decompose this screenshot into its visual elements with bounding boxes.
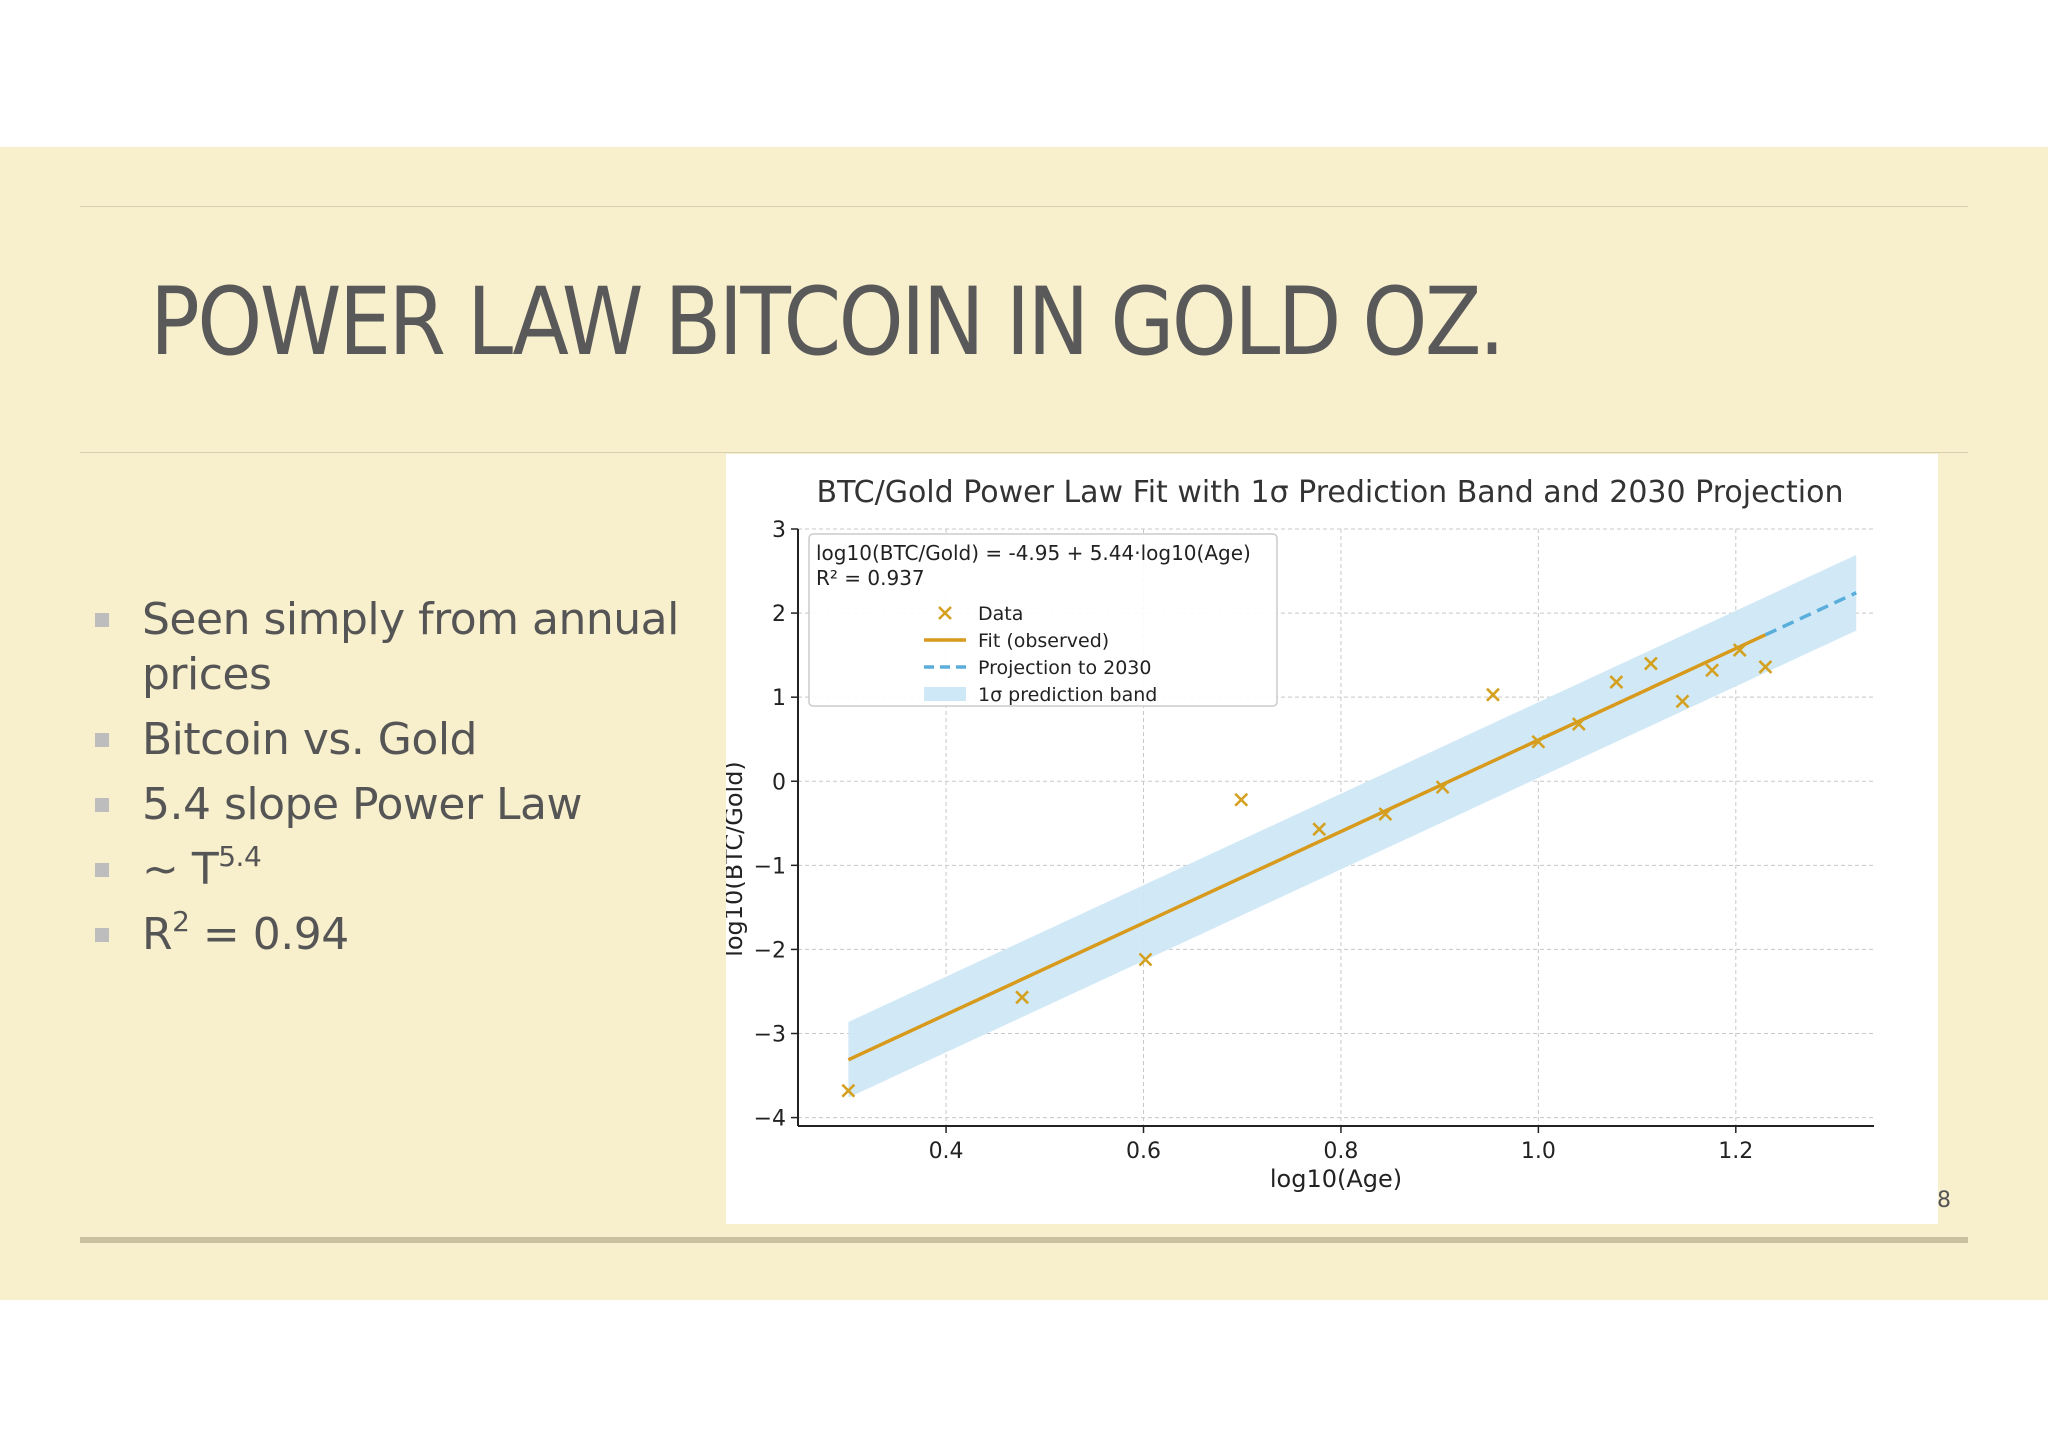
r-squared-annotation: R² = 0.937 bbox=[816, 566, 925, 590]
legend-band-swatch bbox=[924, 687, 966, 701]
chart-title: BTC/Gold Power Law Fit with 1σ Predictio… bbox=[817, 475, 1844, 510]
y-tick-label: −2 bbox=[754, 938, 786, 963]
data-point bbox=[1531, 734, 1546, 749]
data-point bbox=[1486, 687, 1500, 702]
data-point-stroke bbox=[1732, 643, 1747, 658]
legend-label-data: Data bbox=[978, 603, 1023, 625]
data-point-stroke bbox=[1378, 807, 1393, 821]
bullet-exponent: 5.4 bbox=[218, 840, 262, 873]
legend-data-marker bbox=[938, 606, 952, 620]
data-point-stroke bbox=[1675, 694, 1690, 709]
data-point bbox=[1138, 952, 1153, 967]
data-point-stroke bbox=[1571, 717, 1586, 731]
y-tick-label: 1 bbox=[772, 686, 786, 711]
data-points bbox=[841, 643, 1773, 1098]
data-point bbox=[1378, 807, 1393, 821]
bullet-square-icon bbox=[95, 798, 109, 812]
bullet-item: Seen simply from annual prices bbox=[92, 592, 692, 702]
bullet-item: ~ T5.4 bbox=[92, 842, 692, 897]
fit-equation-annotation: log10(BTC/Gold) = -4.95 + 5.44·log10(Age… bbox=[816, 541, 1251, 565]
data-point bbox=[1732, 643, 1747, 658]
data-point bbox=[1643, 656, 1658, 671]
tick-labels: 0.4 0.6 0.8 1.0 1.2 −4 −3 −2 −1 0 1 2 3 bbox=[754, 518, 1754, 1164]
data-point-stroke bbox=[1609, 675, 1624, 689]
power-law-chart: BTC/Gold Power Law Fit with 1σ Predictio… bbox=[720, 475, 1874, 1193]
data-point bbox=[1015, 990, 1030, 1005]
bullet-text: ~ T bbox=[142, 844, 219, 895]
bullet-square-icon bbox=[95, 863, 109, 877]
data-point bbox=[1435, 780, 1450, 795]
legend-label-band: 1σ prediction band bbox=[978, 684, 1157, 706]
y-tick-label: 0 bbox=[772, 770, 786, 795]
data-point bbox=[1758, 659, 1773, 674]
grid-lines bbox=[798, 528, 1874, 1126]
bullet-text: Seen simply from annual prices bbox=[142, 594, 679, 700]
x-tick-label: 1.2 bbox=[1718, 1139, 1753, 1164]
data-point bbox=[1675, 694, 1690, 709]
fit-lines bbox=[847, 591, 1857, 1062]
bullet-square-icon bbox=[95, 613, 109, 627]
bullet-text: 5.4 slope Power Law bbox=[142, 779, 583, 830]
data-point-stroke bbox=[1015, 990, 1030, 1005]
legend-frame bbox=[808, 533, 1278, 707]
data-point-stroke bbox=[1312, 822, 1327, 837]
y-tick-label: 3 bbox=[772, 518, 786, 543]
data-point bbox=[1609, 675, 1624, 689]
data-point-stroke bbox=[1705, 663, 1720, 678]
data-point-stroke bbox=[1758, 659, 1773, 674]
legend-label-fit: Fit (observed) bbox=[978, 630, 1109, 652]
data-point bbox=[1234, 792, 1249, 807]
chart-panel: BTC/Gold Power Law Fit with 1σ Predictio… bbox=[720, 454, 1938, 1224]
fit-line bbox=[847, 633, 1767, 1062]
data-point-stroke bbox=[1435, 780, 1450, 795]
data-point-stroke bbox=[1531, 734, 1546, 749]
y-tick-label: −3 bbox=[754, 1023, 786, 1048]
x-tick-label: 1.0 bbox=[1521, 1139, 1556, 1164]
x-tick-label: 0.8 bbox=[1323, 1139, 1358, 1164]
data-point-stroke bbox=[1643, 656, 1658, 671]
projection-line bbox=[1764, 591, 1857, 637]
bullet-item: 5.4 slope Power Law bbox=[92, 777, 692, 832]
data-point bbox=[1312, 822, 1327, 837]
data-point-stroke bbox=[1234, 792, 1249, 807]
bullet-item: R2 = 0.94 bbox=[92, 907, 692, 962]
top-divider bbox=[80, 206, 1968, 207]
axes bbox=[791, 528, 1874, 1133]
legend-label-projection: Projection to 2030 bbox=[978, 657, 1151, 679]
bullet-text-tail: = 0.94 bbox=[189, 909, 349, 960]
bullet-square-icon bbox=[95, 733, 109, 747]
footer-divider bbox=[80, 1237, 1968, 1243]
page-number: 8 bbox=[1937, 1188, 1951, 1213]
data-point-stroke bbox=[841, 1083, 856, 1098]
y-axis-label: log10(BTC/Gold) bbox=[726, 761, 748, 957]
slide-title: POWER LAW BITCOIN IN GOLD OZ. bbox=[150, 268, 1505, 377]
x-axis-label: log10(Age) bbox=[1270, 1165, 1402, 1193]
bullet-list: Seen simply from annual prices Bitcoin v… bbox=[92, 592, 692, 972]
bullet-item: Bitcoin vs. Gold bbox=[92, 712, 692, 767]
x-tick-label: 0.6 bbox=[1126, 1139, 1161, 1164]
y-tick-label: −4 bbox=[754, 1107, 786, 1132]
bullet-text: Bitcoin vs. Gold bbox=[142, 714, 477, 765]
x-tick-label: 0.4 bbox=[929, 1139, 964, 1164]
legend: log10(BTC/Gold) = -4.95 + 5.44·log10(Age… bbox=[808, 533, 1278, 707]
bullet-square-icon bbox=[95, 928, 109, 942]
bullet-exponent: 2 bbox=[172, 905, 190, 938]
data-point bbox=[1705, 663, 1720, 678]
data-point-stroke bbox=[1486, 687, 1500, 702]
title-divider bbox=[80, 452, 1968, 453]
data-point-stroke bbox=[1138, 952, 1153, 967]
y-tick-label: −1 bbox=[754, 854, 786, 879]
data-point bbox=[1571, 717, 1586, 731]
data-point bbox=[841, 1083, 856, 1098]
bullet-text: R bbox=[142, 909, 173, 960]
y-tick-label: 2 bbox=[772, 602, 786, 627]
